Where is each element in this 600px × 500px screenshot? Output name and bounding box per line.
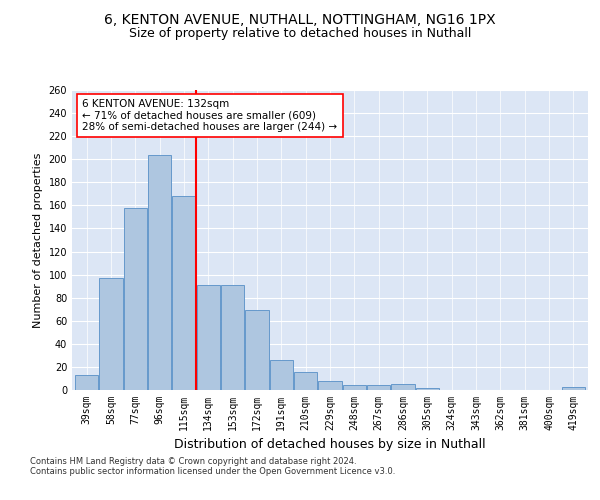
Bar (343, 386, 366, 390)
Bar (75, 375, 98, 390)
Bar (391, 384, 415, 390)
Bar (172, 196, 196, 390)
Text: 6, KENTON AVENUE, NUTHALL, NOTTINGHAM, NG16 1PX: 6, KENTON AVENUE, NUTHALL, NOTTINGHAM, N… (104, 12, 496, 26)
Y-axis label: Number of detached properties: Number of detached properties (33, 152, 43, 328)
Text: 6 KENTON AVENUE: 132sqm
← 71% of detached houses are smaller (609)
28% of semi-d: 6 KENTON AVENUE: 132sqm ← 71% of detache… (82, 99, 337, 132)
Text: Contains public sector information licensed under the Open Government Licence v3: Contains public sector information licen… (30, 468, 395, 476)
Bar (319, 381, 341, 390)
Bar (245, 310, 269, 390)
Bar (221, 285, 244, 390)
Bar (124, 208, 147, 390)
Bar (100, 278, 122, 390)
Bar (562, 386, 585, 390)
Bar (197, 285, 220, 390)
Bar (416, 388, 439, 390)
Bar (270, 360, 293, 390)
Bar (148, 154, 171, 390)
Bar (367, 386, 390, 390)
Bar (294, 372, 317, 390)
X-axis label: Distribution of detached houses by size in Nuthall: Distribution of detached houses by size … (174, 438, 486, 452)
Text: Size of property relative to detached houses in Nuthall: Size of property relative to detached ho… (129, 28, 471, 40)
Text: Contains HM Land Registry data © Crown copyright and database right 2024.: Contains HM Land Registry data © Crown c… (30, 458, 356, 466)
